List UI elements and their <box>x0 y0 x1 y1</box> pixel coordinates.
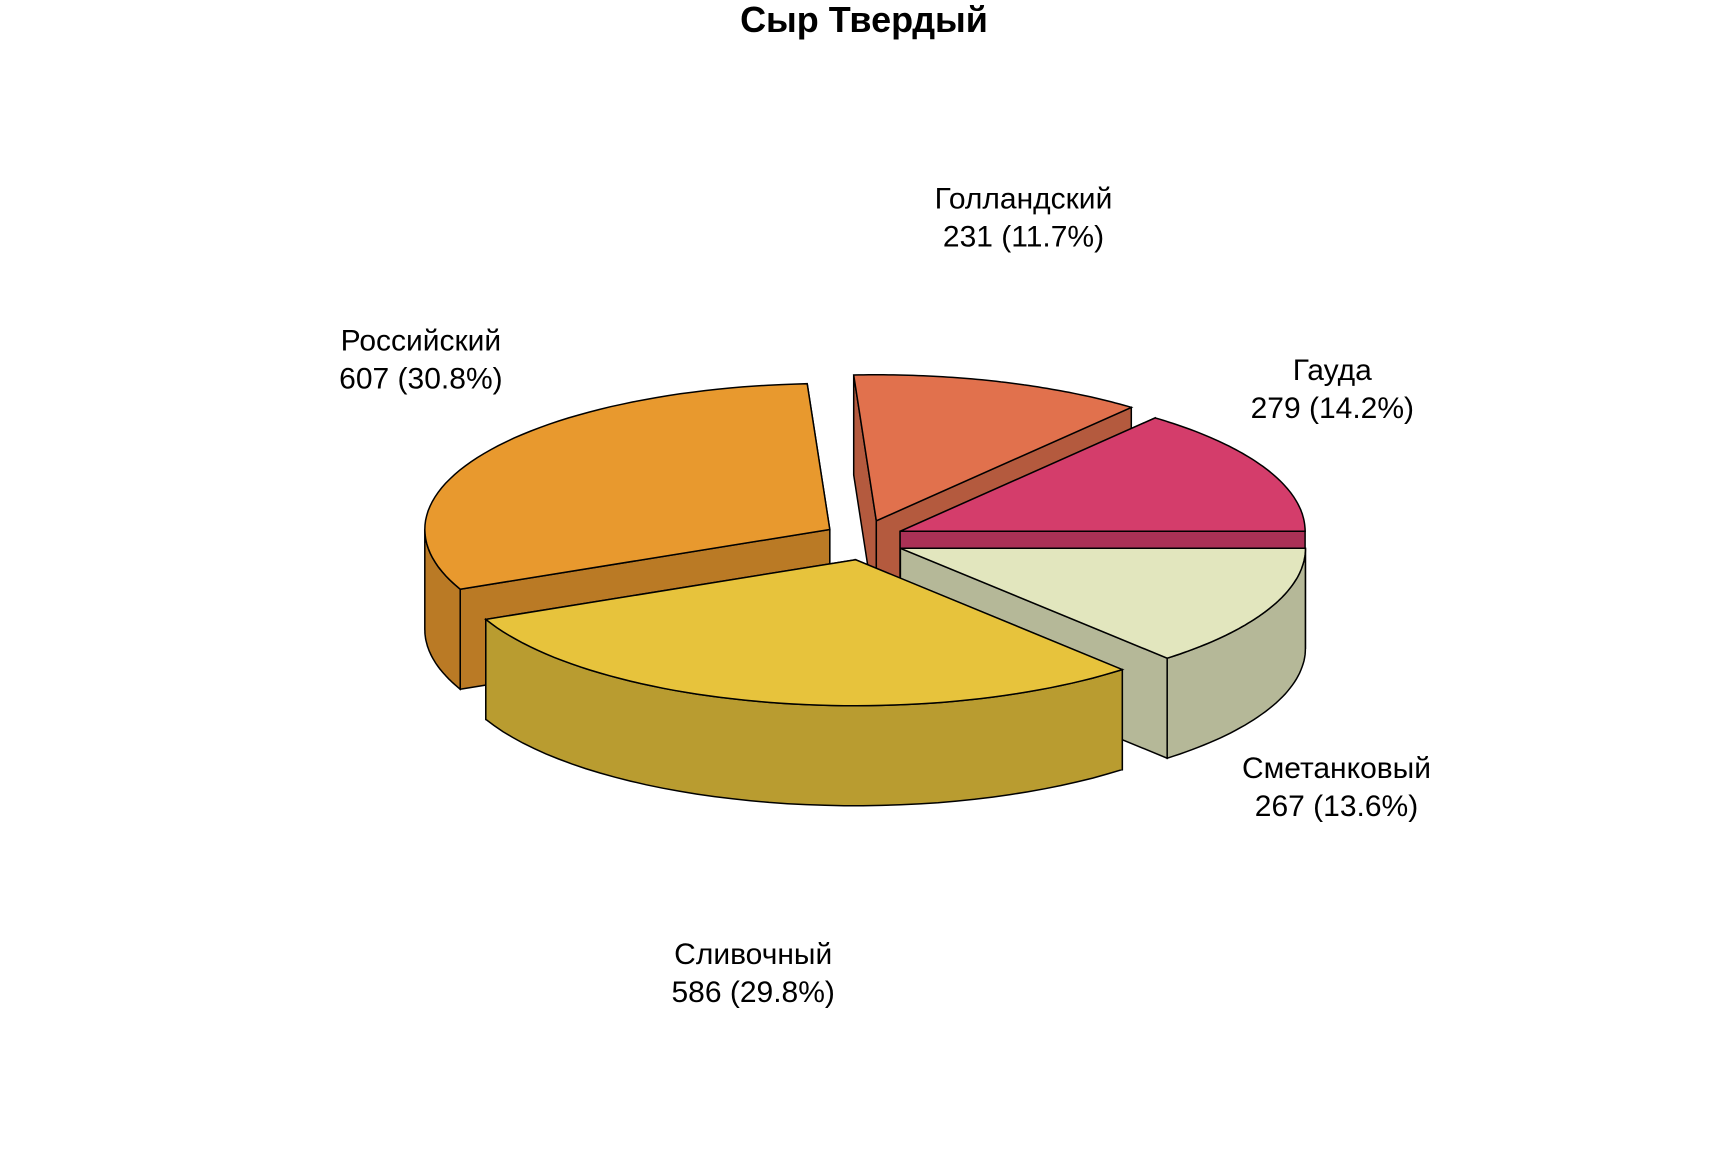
chart-title: Сыр Твердый <box>740 0 988 40</box>
slice-rossiyskiy <box>424 382 831 590</box>
slice-slivochny <box>483 558 1125 707</box>
value-label-gollandskiy: 231 (11.7%) <box>943 220 1104 253</box>
value-label-rossiyskiy: 607 (30.8%) <box>339 363 502 396</box>
label-slivochny: Сливочный <box>674 938 832 971</box>
value-label-slivochny: 586 (29.8%) <box>671 976 834 1009</box>
slice-gollandskiy <box>852 374 1134 522</box>
value-label-gouda: 279 (14.2%) <box>1251 392 1414 425</box>
label-rossiyskiy: Российский <box>341 325 502 358</box>
label-gouda: Гауда <box>1293 354 1372 387</box>
slice-gouda <box>899 417 1306 533</box>
value-label-smetankovy: 267 (13.6%) <box>1255 790 1418 823</box>
label-gollandskiy: Голландский <box>935 182 1113 215</box>
label-smetankovy: Сметанковый <box>1242 752 1431 785</box>
slice-smetankovy <box>900 547 1307 659</box>
